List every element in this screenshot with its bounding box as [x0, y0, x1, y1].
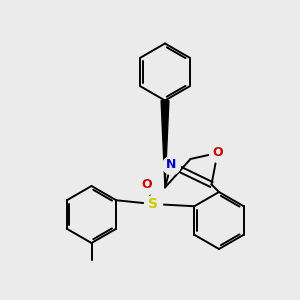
Polygon shape — [161, 100, 169, 188]
Text: O: O — [142, 178, 152, 191]
Text: S: S — [148, 197, 158, 211]
Text: O: O — [212, 146, 223, 160]
Text: N: N — [166, 158, 176, 172]
